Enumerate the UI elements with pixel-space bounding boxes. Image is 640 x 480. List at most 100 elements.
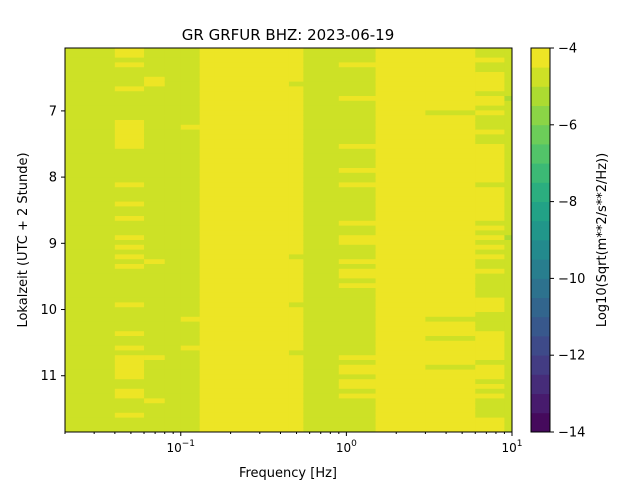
heatmap-cell: [180, 52, 201, 59]
heatmap-cell: [375, 100, 427, 107]
heatmap-cell: [164, 360, 182, 366]
heatmap-cell: [114, 288, 145, 294]
heatmap-cell: [375, 172, 427, 179]
heatmap-cell: [164, 369, 182, 375]
heatmap-cell: [65, 273, 116, 279]
heatmap-cell: [264, 158, 290, 164]
heatmap-cell: [475, 393, 506, 399]
heatmap-cell: [180, 316, 201, 323]
heatmap-cell: [338, 312, 377, 318]
heatmap-cell: [338, 105, 377, 111]
heatmap-cell: [303, 158, 340, 164]
heatmap-cell: [504, 417, 512, 423]
heatmap-cell: [375, 417, 427, 423]
heatmap-cell: [288, 192, 304, 198]
heatmap-cell: [375, 168, 427, 174]
heatmap-cell: [264, 427, 290, 432]
heatmap-cell: [164, 297, 182, 303]
heatmap-cell: [144, 408, 166, 414]
heatmap-cell: [475, 115, 506, 121]
heatmap-cell: [475, 340, 506, 347]
heatmap-cell: [288, 196, 304, 203]
heatmap-cell: [303, 259, 340, 265]
heatmap-cell: [303, 220, 340, 227]
heatmap-cell: [144, 91, 166, 97]
heatmap-cell: [114, 360, 145, 366]
heatmap-cell: [288, 321, 304, 327]
heatmap-cell: [144, 211, 166, 217]
heatmap-cell: [214, 316, 266, 323]
y-tick-label: 7: [49, 104, 57, 119]
heatmap-cell: [214, 388, 266, 395]
heatmap-cell: [425, 297, 476, 303]
heatmap-cell: [504, 273, 512, 279]
heatmap-cell: [164, 336, 182, 342]
heatmap-cell: [425, 225, 476, 231]
heatmap-band: [303, 48, 340, 432]
heatmap-cell: [264, 268, 290, 275]
heatmap-cell: [338, 182, 377, 188]
heatmap-cell: [65, 139, 116, 145]
heatmap-cell: [303, 182, 340, 188]
y-tick-label: 8: [49, 171, 57, 186]
heatmap-cell: [303, 254, 340, 260]
heatmap-cell: [475, 408, 506, 414]
heatmap-cell: [425, 427, 476, 432]
heatmap-cell: [288, 417, 304, 423]
heatmap-cell: [180, 100, 201, 107]
heatmap-cell: [288, 163, 304, 169]
heatmap-cell: [180, 249, 201, 255]
heatmap-cell: [180, 360, 201, 366]
heatmap-cell: [65, 408, 116, 414]
heatmap-cell: [65, 67, 116, 73]
heatmap-cell: [164, 148, 182, 155]
heatmap-cell: [65, 235, 116, 241]
heatmap-cell: [504, 350, 512, 356]
heatmap-cell: [180, 388, 201, 395]
heatmap-cell: [375, 206, 427, 212]
heatmap-cell: [338, 139, 377, 145]
heatmap-cell: [504, 388, 512, 395]
heatmap-cell: [504, 278, 512, 284]
heatmap-cell: [114, 326, 145, 332]
heatmap-cell: [164, 408, 182, 414]
heatmap-cell: [144, 264, 166, 270]
heatmap-cell: [264, 76, 290, 83]
heatmap-cell: [264, 345, 290, 351]
heatmap-cell: [264, 148, 290, 155]
heatmap-cell: [425, 408, 476, 414]
heatmap-cell: [375, 268, 427, 275]
heatmap-cell: [303, 72, 340, 78]
heatmap-cell: [114, 388, 145, 395]
heatmap-cell: [264, 403, 290, 409]
heatmap-cell: [425, 201, 476, 207]
heatmap-cell: [375, 302, 427, 308]
heatmap-cell: [180, 206, 201, 212]
heatmap-cell: [199, 249, 216, 255]
heatmap-cell: [65, 120, 116, 126]
heatmap-cell: [65, 427, 116, 432]
heatmap-cell: [338, 340, 377, 347]
heatmap-cell: [475, 196, 506, 203]
heatmap-cell: [425, 67, 476, 73]
heatmap-cell: [338, 273, 377, 279]
heatmap-cell: [504, 216, 512, 222]
heatmap-cell: [164, 350, 182, 356]
heatmap-cell: [164, 100, 182, 107]
heatmap-cell: [303, 408, 340, 414]
heatmap-cell: [199, 153, 216, 159]
heatmap-cell: [375, 52, 427, 59]
heatmap-cell: [114, 331, 145, 337]
heatmap-cell: [199, 86, 216, 92]
heatmap-cell: [504, 408, 512, 414]
heatmap-cell: [264, 369, 290, 375]
heatmap-cell: [164, 340, 182, 347]
heatmap-cell: [303, 297, 340, 303]
heatmap-cell: [264, 196, 290, 203]
heatmap-cell: [264, 72, 290, 78]
heatmap-cell: [114, 48, 145, 54]
heatmap-cell: [303, 355, 340, 361]
heatmap-cell: [504, 302, 512, 308]
colorbar-tick-label: −6: [558, 118, 577, 133]
